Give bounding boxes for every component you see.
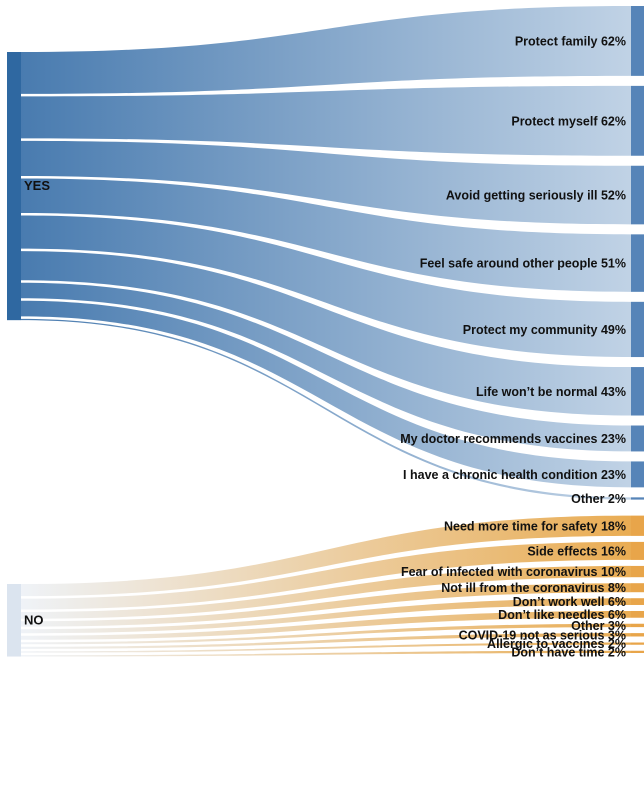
source-node-yes bbox=[7, 52, 21, 321]
sankey-link-yes-0 bbox=[21, 6, 631, 94]
sankey-link-yes-4 bbox=[21, 215, 631, 358]
target-node-14 bbox=[631, 610, 644, 618]
target-node-17 bbox=[631, 642, 644, 645]
target-nodes: Protect family 62% Protect myself 62% Avoi… bbox=[400, 6, 644, 659]
sankey-link-no-18 bbox=[21, 650, 631, 657]
target-label-9: Need more time for safety 18% bbox=[444, 519, 626, 533]
target-node-2 bbox=[631, 165, 644, 225]
source-label-yes: YES bbox=[24, 178, 50, 193]
sankey-link-no-14 bbox=[21, 610, 631, 640]
target-node-5 bbox=[631, 367, 644, 416]
target-label-8: Other 2% bbox=[571, 492, 626, 506]
target-node-18 bbox=[631, 650, 644, 654]
target-node-1 bbox=[631, 85, 644, 156]
target-label-7: I have a chronic health condition 23% bbox=[403, 468, 626, 482]
target-node-12 bbox=[631, 583, 644, 593]
sankey-link-yes-3 bbox=[21, 178, 631, 292]
sankey-link-yes-5 bbox=[21, 251, 631, 416]
target-node-9 bbox=[631, 515, 644, 536]
sankey-link-no-11 bbox=[21, 565, 631, 619]
target-label-11: Fear of infected with coronavirus 10% bbox=[401, 565, 626, 579]
target-node-10 bbox=[631, 541, 644, 560]
target-label-15: Other 3% bbox=[571, 619, 626, 633]
target-label-5: Life won’t be normal 43% bbox=[476, 385, 626, 399]
target-label-2: Avoid getting seriously ill 52% bbox=[446, 189, 626, 203]
sankey-link-yes-7 bbox=[21, 300, 631, 488]
target-node-13 bbox=[631, 598, 644, 605]
sankey-link-no-12 bbox=[21, 583, 631, 627]
target-node-4 bbox=[631, 301, 644, 358]
sankey-link-no-16 bbox=[21, 633, 631, 649]
target-label-4: Protect my community 49% bbox=[463, 323, 626, 337]
sankey-link-no-15 bbox=[21, 623, 631, 645]
sankey-link-no-10 bbox=[21, 541, 631, 610]
target-node-16 bbox=[631, 633, 644, 637]
target-node-8 bbox=[631, 497, 644, 500]
sankey-links bbox=[21, 6, 631, 657]
source-nodes: YES NO bbox=[7, 52, 50, 657]
sankey-link-no-9 bbox=[21, 515, 631, 597]
target-node-15 bbox=[631, 623, 644, 628]
target-label-0: Protect family 62% bbox=[515, 34, 626, 48]
source-node-no bbox=[7, 584, 21, 657]
sankey-link-yes-6 bbox=[21, 282, 631, 452]
target-node-0 bbox=[631, 6, 644, 76]
target-label-12: Not ill from the coronavirus 8% bbox=[441, 581, 626, 595]
sankey-link-yes-8 bbox=[21, 318, 631, 500]
target-label-16: COVID-19 not as serious 3% bbox=[459, 628, 626, 642]
target-label-13: Don’t work well 6% bbox=[513, 595, 626, 609]
target-node-7 bbox=[631, 461, 644, 488]
sankey-link-no-17 bbox=[21, 642, 631, 653]
target-label-1: Protect myself 62% bbox=[511, 114, 626, 128]
target-node-6 bbox=[631, 425, 644, 452]
source-label-no: NO bbox=[24, 612, 44, 627]
target-label-6: My doctor recommends vaccines 23% bbox=[400, 432, 626, 446]
sankey-link-yes-2 bbox=[21, 140, 631, 225]
target-label-10: Side effects 16% bbox=[527, 544, 626, 558]
target-node-3 bbox=[631, 234, 644, 292]
target-label-17: Allergic to vaccines 2% bbox=[487, 637, 626, 651]
target-label-14: Don’t like needles 6% bbox=[498, 608, 626, 622]
target-label-18: Don’t have time 2% bbox=[511, 645, 626, 659]
target-label-3: Feel safe around other people 51% bbox=[420, 257, 626, 271]
target-node-11 bbox=[631, 565, 644, 578]
sankey-link-yes-1 bbox=[21, 85, 631, 156]
sankey-link-no-13 bbox=[21, 598, 631, 634]
